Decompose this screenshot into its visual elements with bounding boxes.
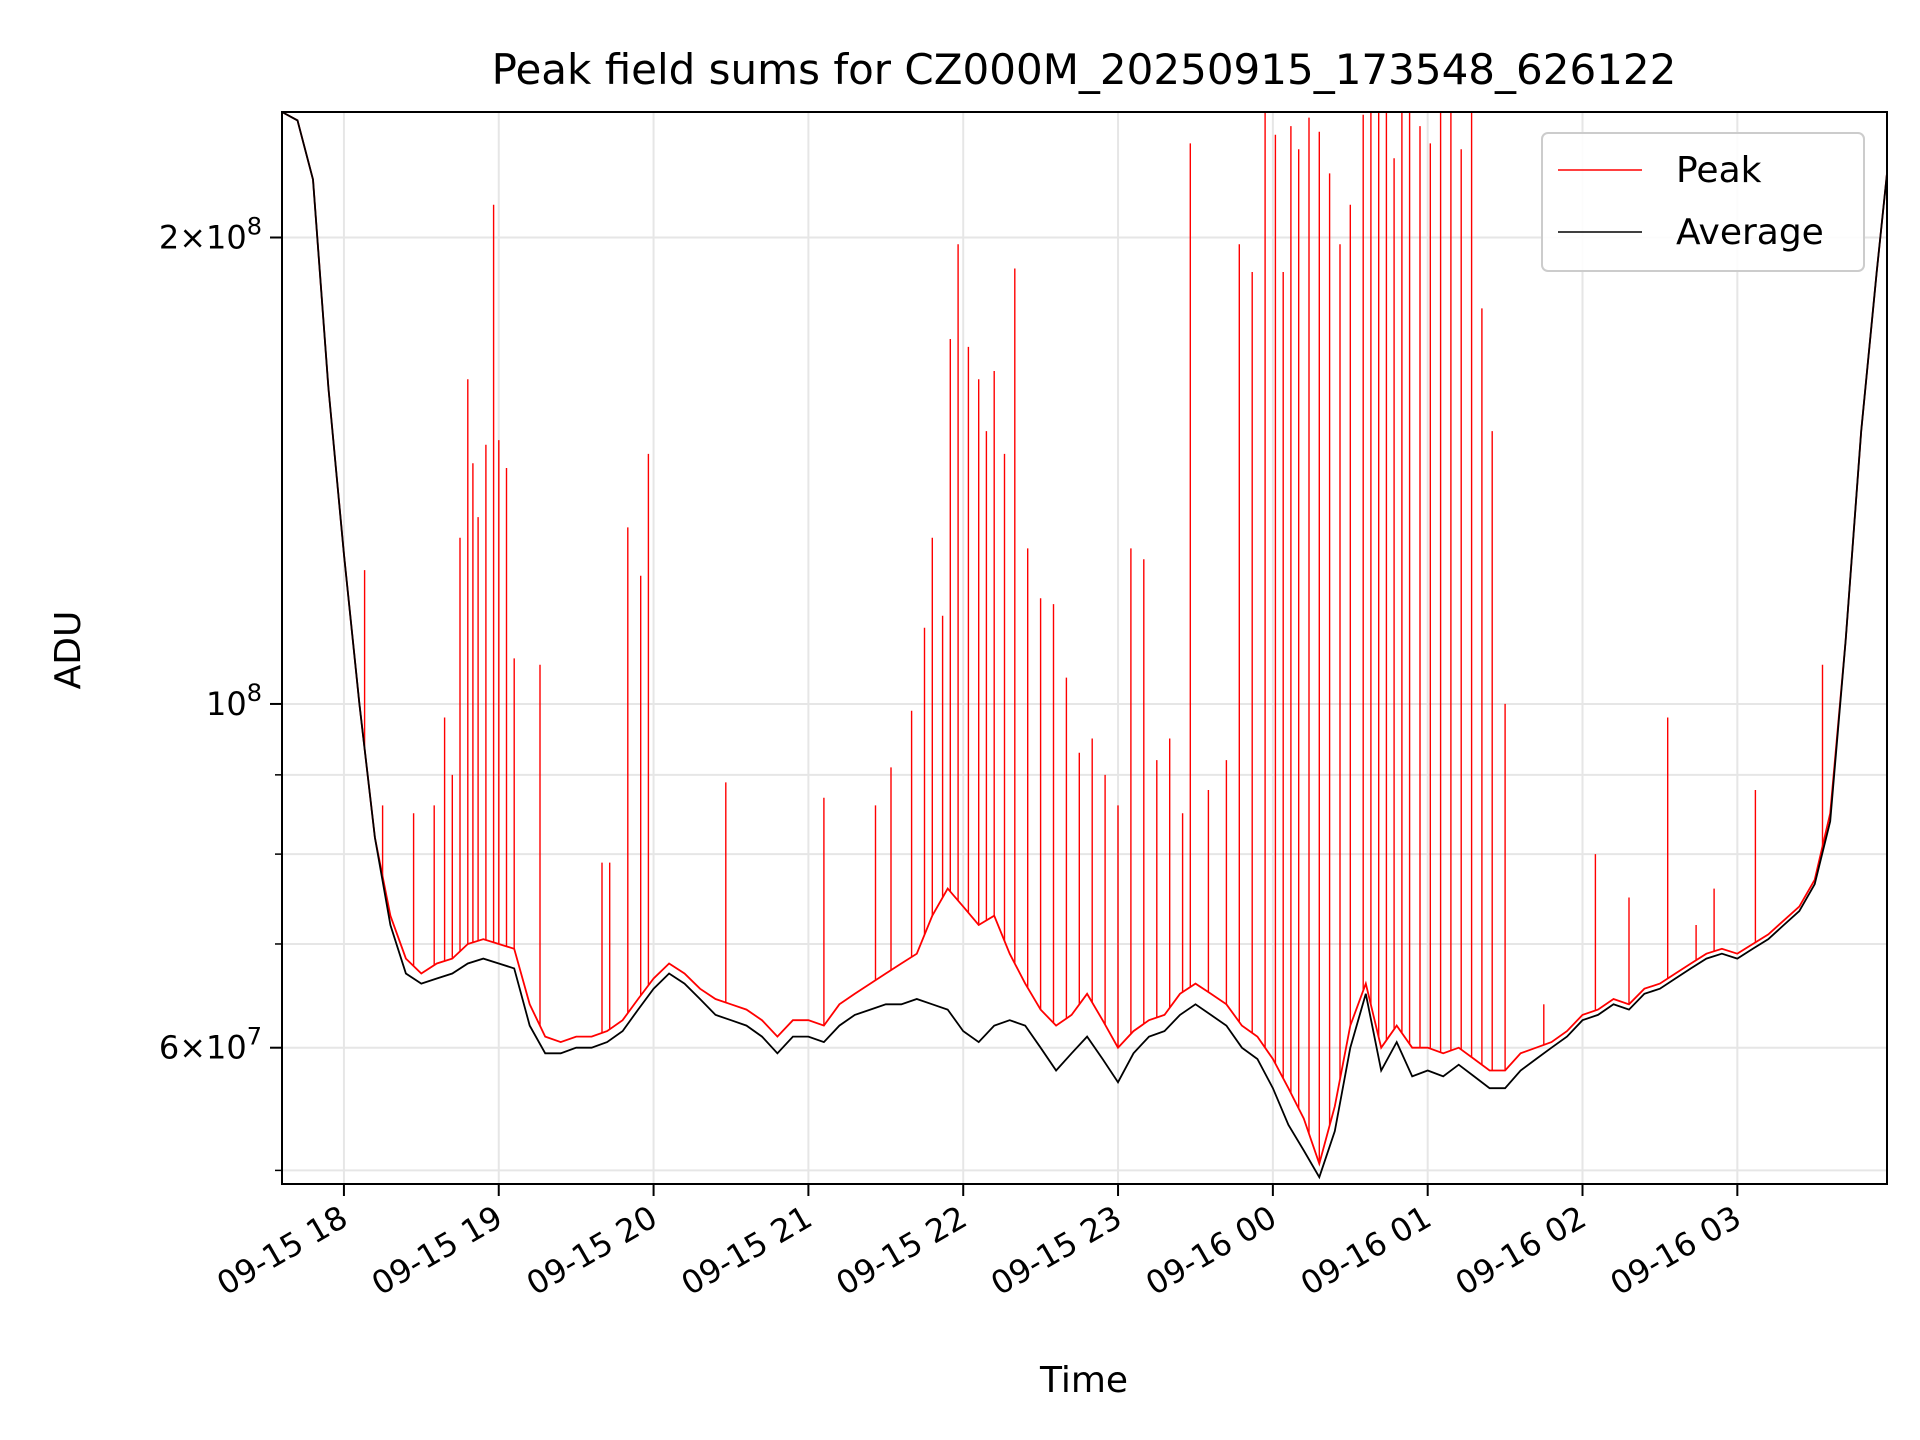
y-axis-ticks: 6×107 108 2×108 xyxy=(159,212,282,1172)
legend: Peak Average xyxy=(1541,132,1865,272)
chart-title: Peak field sums for CZ000M_20250915_1735… xyxy=(492,45,1677,94)
y-tick-label: 108 xyxy=(206,679,262,723)
y-tick-label: 2×108 xyxy=(159,212,262,256)
gridlines xyxy=(282,112,1887,1184)
y-tick-label: 6×107 xyxy=(159,1023,262,1067)
legend-label-peak: Peak xyxy=(1676,150,1762,191)
legend-label-average: Average xyxy=(1676,212,1824,253)
y-axis-label: ADU xyxy=(48,611,89,690)
series-layer xyxy=(282,112,1887,1180)
plot-frame xyxy=(281,111,1888,1185)
series-peak-line xyxy=(282,112,1887,1167)
legend-box xyxy=(1541,132,1865,272)
x-axis-label: Time xyxy=(1039,1360,1128,1401)
series-average-line xyxy=(282,112,1887,1180)
